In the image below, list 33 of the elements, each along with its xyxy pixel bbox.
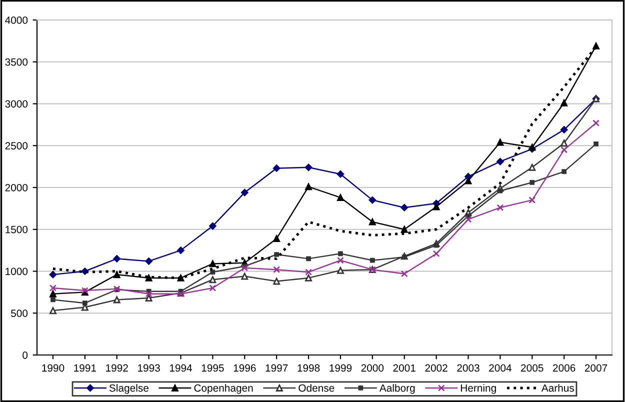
x-tick-label: 2005 [521,364,544,372]
x-tick-label: 1998 [298,364,320,372]
x-tick-label: 2001 [393,364,416,372]
x-tick-label: 1994 [170,364,192,372]
x-tick-label: 2006 [553,364,576,372]
x-tick-label: 1990 [42,364,64,372]
y-tick-label: 500 [11,310,28,317]
x-tick-label: 2007 [584,364,608,372]
x-tick-label: 1995 [202,364,224,372]
legend-label: Odense [298,384,334,392]
legend-label: Slagelse [109,384,148,394]
y-tick-label: 1000 [6,268,28,276]
x-tick-label: 1993 [138,364,160,372]
x-tick-label: 2000 [361,364,384,372]
x-tick-label: 2003 [457,364,480,372]
legend-label: Aarhus [541,384,574,392]
y-tick-label: 0 [22,352,28,359]
legend-label: Herning [460,384,496,394]
x-tick-label: 1997 [266,364,288,372]
legend-label: Aalborg [379,384,415,394]
x-tick-label: 1996 [234,364,256,372]
y-tick-label: 4000 [5,16,28,24]
y-tick-label: 2000 [5,184,28,192]
legend-label: Copenhagen [194,384,253,394]
x-tick-label: 2004 [489,364,512,372]
x-tick-label: 1992 [106,364,128,372]
y-tick-label: 3000 [5,100,28,108]
y-tick-label: 2500 [5,142,28,150]
x-tick-label: 2002 [425,364,448,372]
x-tick-label: 1999 [330,364,352,372]
y-tick-label: 3500 [5,58,28,66]
y-tick-label: 1500 [6,226,28,234]
x-tick-label: 1991 [74,364,96,372]
